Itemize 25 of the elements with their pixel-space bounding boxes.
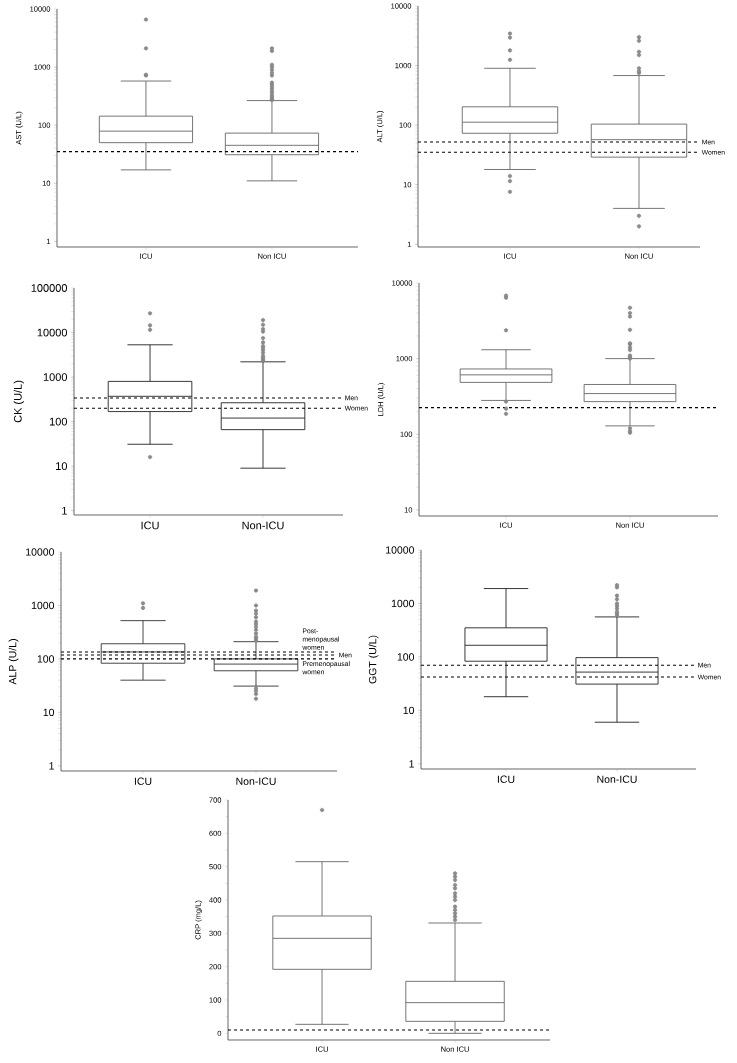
- y-tick-label: 1: [49, 762, 54, 770]
- y-tick-label: 100: [397, 653, 415, 661]
- y-tick-label: 1000: [31, 601, 55, 610]
- y-tick-label: 10: [56, 462, 68, 471]
- y-axis-title: ALP (U/L): [8, 639, 19, 685]
- x-tick-label: ICU: [134, 777, 152, 785]
- y-axis-title: CK (U/L): [13, 380, 24, 423]
- x-tick-label: Non-ICU: [236, 777, 276, 785]
- y-tick-label: 10000: [37, 328, 68, 337]
- y-tick-label: 1: [62, 506, 67, 515]
- y-tick-label: 1000: [391, 599, 415, 608]
- x-tick-label: ICU: [141, 521, 159, 530]
- y-tick-label: 100000: [31, 284, 68, 292]
- y-tick-label: 1000: [43, 373, 68, 381]
- x-tick-label: Non-ICU: [597, 775, 637, 783]
- y-tick-label: 10000: [386, 546, 415, 554]
- y-tick-label: 100: [49, 417, 68, 426]
- x-tick-label: ICU: [497, 775, 515, 783]
- y-axis-title: GGT (U/L): [368, 635, 379, 684]
- y-tick-label: 10000: [26, 548, 55, 556]
- y-tick-label: 10: [43, 708, 55, 717]
- y-tick-label: 100: [37, 655, 55, 663]
- y-tick-label: 1: [409, 760, 414, 768]
- y-tick-label: 10: [403, 706, 415, 715]
- x-tick-label: Non-ICU: [242, 521, 284, 530]
